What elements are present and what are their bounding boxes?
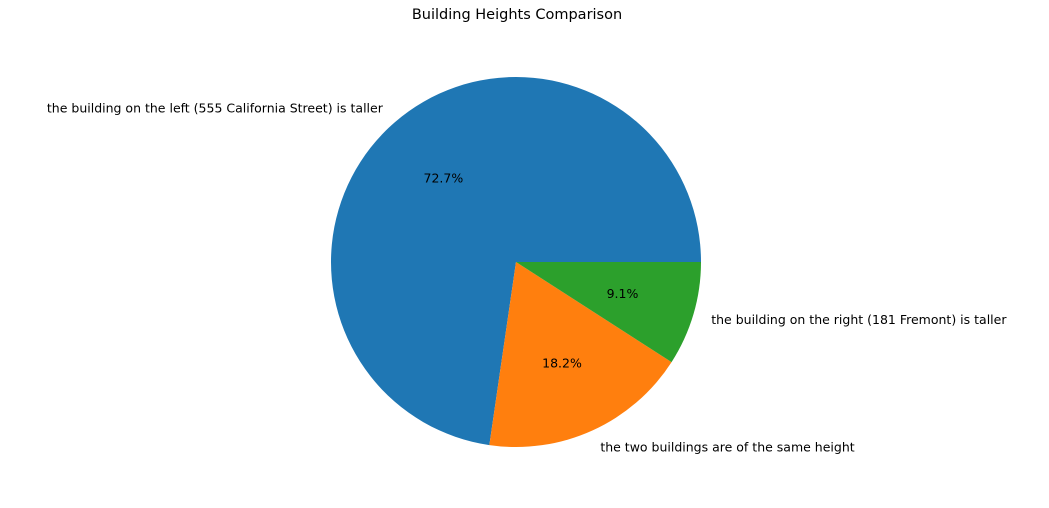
slice-label-3: the building on the right (181 Fremont) …	[711, 312, 1007, 327]
slice-percent-label-1: 72.7%	[424, 171, 464, 186]
slice-percent-label-2: 18.2%	[542, 356, 582, 371]
pie-slice-3	[516, 262, 701, 363]
pie-slice-1	[331, 77, 701, 446]
slice-percent-label-3: 9.1%	[607, 286, 639, 301]
slices-layer	[331, 77, 701, 448]
slice-labels: the building on the left (555 California…	[47, 101, 1007, 455]
slice-label-2: the two buildings are of the same height	[600, 440, 854, 455]
percent-labels: 72.7% 18.2% 9.1%	[424, 171, 639, 371]
chart-title: Building Heights Comparison	[411, 7, 623, 23]
slice-label-1: the building on the left (555 California…	[47, 101, 384, 116]
pie-slice-2	[489, 262, 672, 448]
